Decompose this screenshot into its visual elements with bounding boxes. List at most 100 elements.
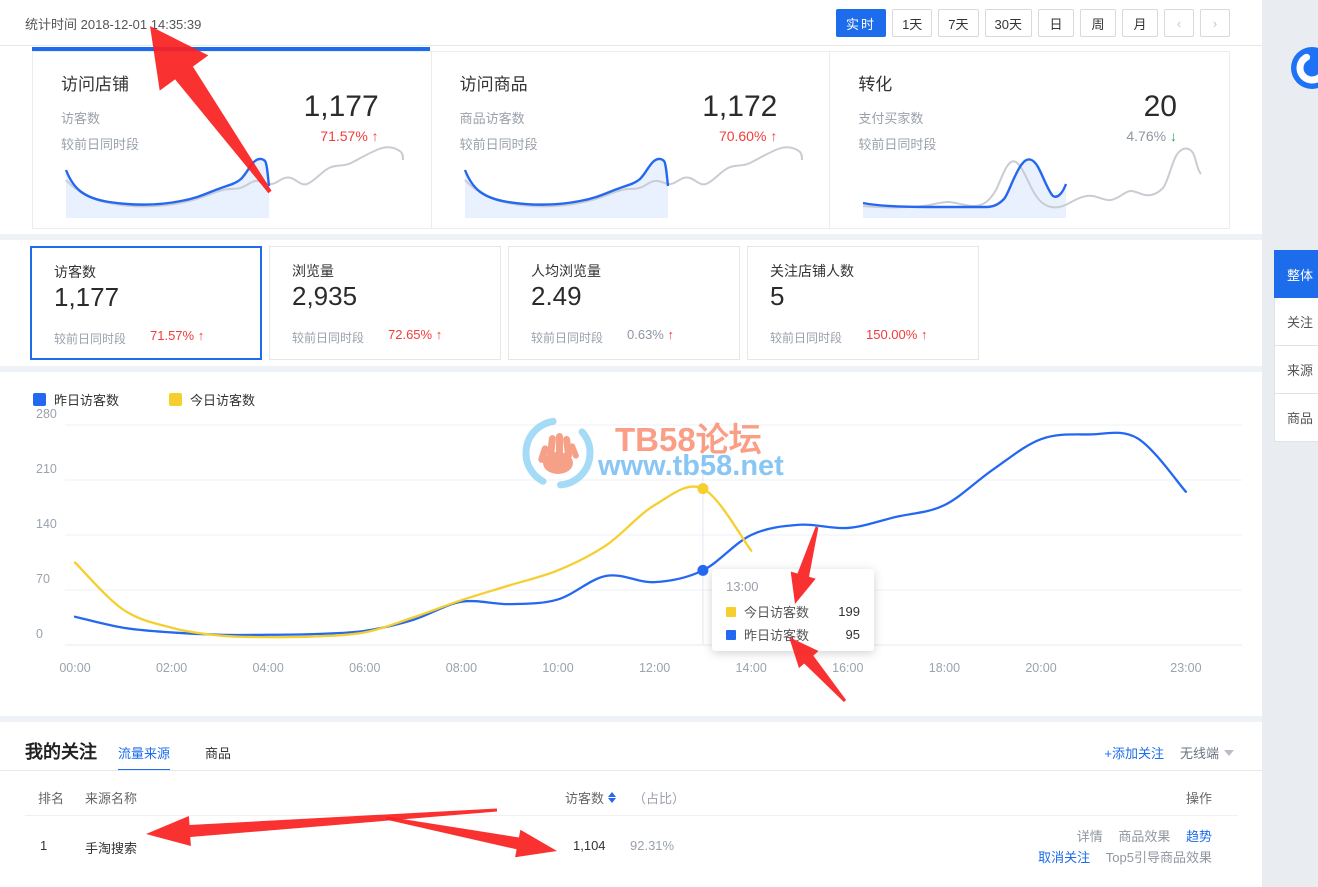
tab-label: 浏览量 (292, 263, 334, 279)
rail-item-overall[interactable]: 整体 (1274, 250, 1318, 298)
range-button-1day[interactable]: 1天 (892, 9, 933, 37)
range-button-7day[interactable]: 7天 (938, 9, 979, 37)
header-visitors-label: 访客数 (565, 791, 605, 806)
card-visit-item[interactable]: 访问商品 商品访客数 较前日同时段 1,172 70.60% ↑ (432, 52, 831, 228)
tab-compare-label: 较前日同时段 (54, 332, 127, 346)
range-button-realtime[interactable]: 实时 (836, 9, 887, 37)
range-button-30day[interactable]: 30天 (984, 9, 1032, 37)
tab-compare-label: 较前日同时段 (531, 331, 604, 345)
table-header: 排名 来源名称 访客数 （占比） 操作 (0, 782, 1262, 812)
rail-item-follow[interactable]: 关注 (1274, 298, 1318, 346)
sycm-logo-icon[interactable] (1290, 46, 1318, 94)
card-metric-label: 商品访客数 (459, 111, 525, 126)
svg-text:23:00: 23:00 (1170, 661, 1201, 675)
divider (25, 815, 1238, 816)
rail-item-items[interactable]: 商品 (1274, 394, 1318, 442)
svg-text:16:00: 16:00 (832, 661, 863, 675)
range-button-day[interactable]: 日 (1038, 9, 1074, 37)
tab-compare-label: 较前日同时段 (770, 331, 843, 345)
svg-text:280: 280 (36, 407, 57, 421)
tab-shop-followers[interactable]: 关注店铺人数 5 较前日同时段 150.00% ↑ (747, 246, 979, 360)
up-arrow-icon: ↑ (435, 327, 443, 342)
card-metric-label: 支付买家数 (858, 111, 924, 126)
card-metric-label: 访客数 (61, 111, 101, 126)
my-follow-section: 我的关注 流量来源 商品 +添加关注 无线端 排名 来源名称 访客数 （占比） … (0, 722, 1262, 887)
up-arrow-icon: ↑ (197, 328, 205, 343)
tab-label: 关注店铺人数 (770, 263, 854, 279)
svg-text:06:00: 06:00 (349, 661, 380, 675)
legend-label: 昨日访客数 (54, 393, 120, 408)
tab-compare-label: 较前日同时段 (292, 331, 365, 345)
svg-text:00:00: 00:00 (59, 661, 90, 675)
card-compare-label: 较前日同时段 (459, 137, 538, 152)
range-button-month[interactable]: 月 (1122, 9, 1158, 37)
item-effect-link[interactable]: 商品效果 (1118, 829, 1171, 844)
sparkline-conversion (863, 147, 1203, 218)
visitors-line-chart[interactable]: 0 70 140 210 280 00:00 02:00 04:00 06:00 08:00 10:… (0, 372, 1262, 684)
tooltip-time: 13:00 (726, 579, 759, 594)
tab-avg-pageviews[interactable]: 人均浏览量 2.49 较前日同时段 0.63% ↑ (508, 246, 740, 360)
add-follow-link[interactable]: +添加关注 (1104, 743, 1164, 762)
right-rail: 整体 关注 来源 商品 (1262, 0, 1318, 887)
plus-icon: + (1104, 746, 1112, 761)
legend-yesterday[interactable]: 昨日访客数 (33, 390, 119, 409)
chart-section: 昨日访客数 今日访客数 0 70 140 210 280 00:00 02:00 04:00 0… (0, 372, 1262, 716)
tooltip-row-yesterday: 昨日访客数 95 (726, 625, 860, 644)
metric-tabs-section: 访客数 1,177 较前日同时段 71.57% ↑ 浏览量 2,935 较前日同… (0, 240, 1262, 366)
tab-label: 人均浏览量 (531, 263, 601, 279)
up-arrow-icon: ↑ (920, 327, 928, 342)
card-conversion[interactable]: 转化 支付买家数 较前日同时段 20 4.76% ↓ (830, 52, 1229, 228)
header-ratio: （占比） (633, 791, 686, 806)
cell-source[interactable]: 手淘搜索 (85, 841, 138, 856)
card-title: 访问商品 (459, 75, 528, 94)
svg-text:18:00: 18:00 (929, 661, 960, 675)
summary-cards-section: 访问店铺 访客数 较前日同时段 1,177 71.57% ↑ 访问商品 商品访客… (0, 46, 1262, 234)
top5-effect-link[interactable]: Top5引导商品效果 (1105, 850, 1212, 865)
unfollow-link[interactable]: 取消关注 (1038, 850, 1091, 865)
legend-today[interactable]: 今日访客数 (169, 390, 255, 409)
tab-pageviews[interactable]: 浏览量 2,935 较前日同时段 72.65% ↑ (269, 246, 501, 360)
legend-square-today (169, 393, 183, 406)
tab-label: 访客数 (54, 264, 96, 280)
device-filter-dropdown[interactable]: 无线端 (1180, 743, 1234, 762)
card-compare-label: 较前日同时段 (61, 137, 140, 152)
sparkline-visit-item (463, 146, 803, 218)
tab-visitors[interactable]: 访客数 1,177 较前日同时段 71.57% ↑ (30, 246, 262, 360)
card-value: 20 (1143, 90, 1177, 123)
sort-icon[interactable] (608, 792, 617, 803)
cell-ops: 详情 商品效果 趋势 取消关注 Top5引导商品效果 (1026, 826, 1212, 868)
tab-change: 71.57% (150, 328, 195, 343)
tab-value: 1,177 (54, 282, 120, 312)
stat-time-label: 统计时间 (25, 17, 78, 32)
legend-label: 今日访客数 (190, 393, 256, 408)
header-visitors[interactable]: 访客数 (565, 788, 617, 807)
stat-time-value: 2018-12-01 14:35:39 (80, 17, 202, 32)
tab-traffic-source[interactable]: 流量来源 (118, 743, 171, 771)
tab-items[interactable]: 商品 (205, 746, 232, 761)
svg-text:08:00: 08:00 (446, 661, 477, 675)
topbar: 统计时间 2018-12-01 14:35:39 实时 1天 7天 30天 日 … (0, 0, 1262, 46)
chart-legend: 昨日访客数 今日访客数 (33, 390, 255, 409)
tab-change: 72.65% (388, 327, 433, 342)
next-page-icon[interactable]: › (1200, 9, 1230, 37)
card-value: 1,177 (303, 90, 379, 123)
tab-change: 0.63% (627, 327, 664, 342)
detail-link[interactable]: 详情 (1076, 829, 1103, 844)
card-visit-shop[interactable]: 访问店铺 访客数 较前日同时段 1,177 71.57% ↑ (33, 52, 432, 228)
rail-item-source[interactable]: 来源 (1274, 346, 1318, 394)
stat-time: 统计时间 2018-12-01 14:35:39 (25, 14, 201, 33)
tooltip-row-today: 今日访客数 199 (726, 602, 860, 621)
prev-page-icon[interactable]: ‹ (1164, 9, 1194, 37)
card-value: 1,172 (702, 90, 778, 123)
rail-nav: 整体 关注 来源 商品 (1274, 250, 1318, 442)
chevron-down-icon (1224, 749, 1234, 756)
cell-rank: 1 (40, 838, 48, 853)
svg-text:10:00: 10:00 (542, 661, 573, 675)
range-button-week[interactable]: 周 (1080, 9, 1116, 37)
range-button-group: 实时 1天 7天 30天 日 周 月 ‹ › (836, 9, 1230, 37)
device-filter-label: 无线端 (1179, 746, 1219, 761)
legend-square-yesterday (33, 393, 46, 406)
trend-link[interactable]: 趋势 (1185, 829, 1212, 844)
section-title: 我的关注 (25, 742, 97, 762)
chart-tooltip: 13:00 今日访客数 199 昨日访客数 95 (712, 569, 874, 651)
